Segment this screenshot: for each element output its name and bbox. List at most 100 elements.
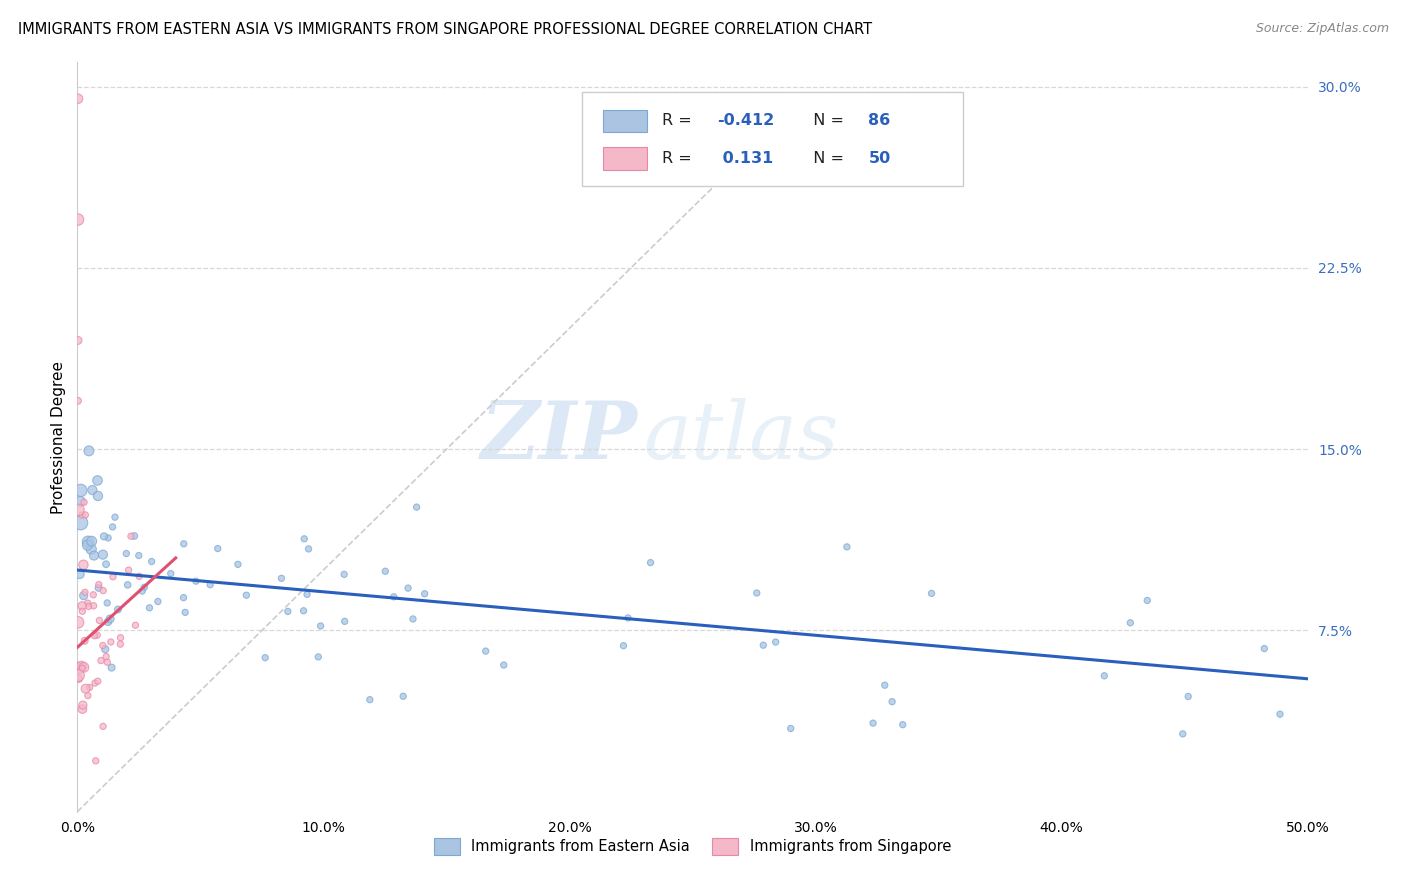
Point [73, 633, 96, 648]
Point [1171, 727, 1194, 741]
Point [90, 654, 112, 668]
Point [1253, 641, 1275, 656]
Point [110, 637, 132, 651]
Point [309, 619, 332, 633]
Point [382, 590, 405, 604]
Text: IMMIGRANTS FROM EASTERN ASIA VS IMMIGRANTS FROM SINGAPORE PROFESSIONAL DEGREE CO: IMMIGRANTS FROM EASTERN ASIA VS IMMIGRAN… [18, 22, 872, 37]
Point [77, 443, 100, 458]
Point [76, 596, 98, 610]
Point [396, 581, 419, 595]
Point [745, 586, 768, 600]
Point [333, 567, 356, 582]
Point [405, 500, 427, 514]
Point [107, 602, 129, 616]
Point [295, 587, 318, 601]
Point [174, 605, 197, 619]
Point [104, 510, 127, 524]
Point [779, 722, 801, 736]
Point [70, 599, 93, 613]
Point [69, 494, 91, 508]
Point [67, 393, 90, 408]
Point [67, 672, 90, 686]
Point [72, 604, 94, 618]
Text: 0.131: 0.131 [717, 151, 773, 166]
Point [1136, 593, 1159, 607]
Point [83, 629, 105, 643]
Bar [603, 147, 647, 169]
Text: 50: 50 [869, 151, 890, 166]
Point [134, 580, 156, 594]
Point [159, 566, 181, 581]
Point [640, 556, 662, 570]
Point [80, 542, 103, 557]
Point [82, 483, 104, 497]
Point [96, 655, 118, 669]
Point [77, 599, 100, 614]
Point [765, 635, 787, 649]
Point [91, 548, 114, 562]
Point [67, 668, 90, 682]
Point [72, 702, 94, 716]
Point [94, 642, 117, 657]
Point [97, 531, 120, 545]
Point [101, 570, 124, 584]
Point [1268, 707, 1291, 722]
Point [91, 639, 114, 653]
Point [67, 503, 90, 517]
Point [96, 596, 118, 610]
Point [97, 615, 120, 629]
Point [184, 574, 207, 589]
Point [254, 650, 277, 665]
Point [110, 631, 132, 645]
Point [120, 529, 142, 543]
Point [100, 660, 122, 674]
Point [138, 600, 160, 615]
Point [91, 583, 114, 598]
Point [67, 334, 90, 348]
Bar [603, 110, 647, 132]
Point [492, 658, 515, 673]
Point [93, 529, 115, 543]
Point [122, 529, 145, 543]
Point [72, 558, 94, 572]
Point [82, 588, 104, 602]
Point [862, 716, 884, 731]
Point [75, 681, 97, 696]
Point [307, 649, 329, 664]
Point [69, 567, 91, 582]
Point [292, 532, 315, 546]
Point [84, 754, 107, 768]
Point [235, 588, 257, 602]
Point [270, 571, 292, 585]
Point [94, 558, 117, 572]
Text: Source: ZipAtlas.com: Source: ZipAtlas.com [1256, 22, 1389, 36]
Point [117, 563, 139, 577]
Point [73, 589, 96, 603]
Point [70, 483, 93, 498]
Point [67, 615, 90, 630]
Point [612, 639, 634, 653]
Point [86, 474, 108, 488]
Legend: Immigrants from Eastern Asia, Immigrants from Singapore: Immigrants from Eastern Asia, Immigrants… [427, 832, 957, 861]
Point [1092, 669, 1115, 683]
Point [882, 695, 904, 709]
Text: R =: R = [662, 113, 696, 128]
Text: ZIP: ZIP [481, 399, 637, 475]
Point [146, 594, 169, 608]
Point [617, 611, 640, 625]
Point [207, 541, 229, 556]
Point [98, 612, 121, 626]
Point [297, 541, 319, 556]
Point [75, 508, 97, 522]
FancyBboxPatch shape [582, 93, 963, 186]
Point [87, 581, 110, 595]
Point [141, 554, 163, 568]
Point [359, 692, 381, 706]
Point [96, 649, 118, 664]
Point [76, 538, 98, 552]
Point [835, 540, 858, 554]
Point [67, 212, 90, 227]
Point [73, 660, 96, 674]
Point [80, 534, 103, 549]
Point [921, 586, 943, 600]
